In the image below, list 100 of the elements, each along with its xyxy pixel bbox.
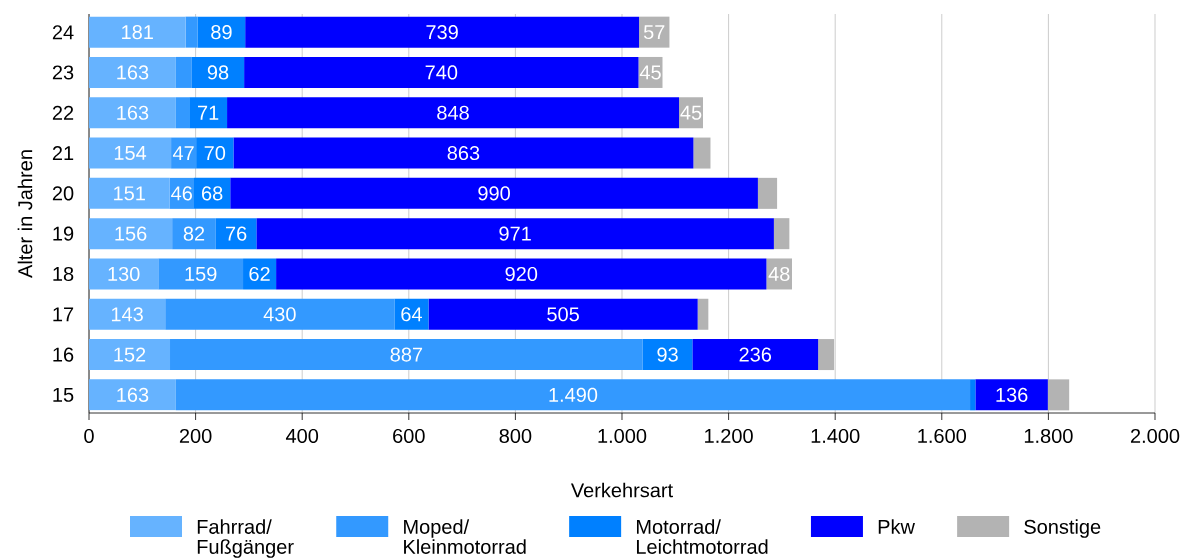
y-tick-label: 22 xyxy=(52,105,74,120)
y-tick-label: 21 xyxy=(52,146,74,161)
data-label: 70 xyxy=(204,145,226,161)
bar xyxy=(245,16,640,48)
data-label: 990 xyxy=(478,186,510,201)
bar xyxy=(89,16,186,48)
data-label: 1.490 xyxy=(549,387,598,402)
data-label: 57 xyxy=(643,25,665,40)
data-label: 159 xyxy=(185,266,217,282)
x-tick-label: 1.600 xyxy=(918,428,967,444)
data-label: 971 xyxy=(499,226,531,241)
bar xyxy=(428,298,698,330)
y-tick-label: 24 xyxy=(52,25,74,40)
bar xyxy=(692,339,819,371)
data-label: 848 xyxy=(437,105,469,120)
bar xyxy=(276,258,767,290)
y-tick-label: 16 xyxy=(53,347,74,362)
x-tick-label: 0 xyxy=(84,428,94,444)
bar xyxy=(773,218,790,250)
bar xyxy=(89,56,176,88)
bar xyxy=(233,137,694,169)
bar xyxy=(89,137,172,169)
x-tick-label: 2.000 xyxy=(1130,428,1180,444)
legend-label: Pkw xyxy=(878,519,915,534)
bar xyxy=(975,379,1048,411)
data-label: 152 xyxy=(114,347,146,362)
bar xyxy=(172,218,216,250)
data-label: 739 xyxy=(426,25,458,40)
bar xyxy=(197,16,246,48)
bar xyxy=(394,298,429,330)
bar xyxy=(89,379,176,411)
bar xyxy=(170,339,643,371)
y-tick-label: 17 xyxy=(53,307,74,322)
bar xyxy=(89,218,173,250)
legend-label: Moped/ Kleinmotorrad xyxy=(404,519,526,554)
x-axis-title: Verkehrsart xyxy=(570,482,673,498)
data-label: 236 xyxy=(739,347,772,362)
x-tick-label: 1.800 xyxy=(1024,428,1073,444)
data-label: 130 xyxy=(108,266,140,282)
data-label: 154 xyxy=(114,146,147,161)
bar xyxy=(191,56,245,88)
bar xyxy=(196,137,234,169)
y-axis-title: Alter in Jahren xyxy=(17,150,33,278)
x-tick-label: 1.000 xyxy=(598,428,647,444)
data-label: 136 xyxy=(996,387,1028,402)
x-tick-label: 600 xyxy=(393,428,425,444)
bar xyxy=(215,218,257,250)
data-label: 163 xyxy=(117,387,149,402)
x-tick-label: 200 xyxy=(179,428,212,444)
data-label: 156 xyxy=(115,226,147,241)
y-tick-label: 20 xyxy=(52,186,74,201)
x-tick-label: 1.200 xyxy=(705,428,753,444)
data-label: 76 xyxy=(226,226,247,241)
bar xyxy=(89,258,159,290)
data-label: 82 xyxy=(183,226,205,241)
data-label: 68 xyxy=(202,186,223,201)
legend-label: Sonstige xyxy=(1024,519,1101,538)
y-tick-label: 18 xyxy=(53,266,74,282)
bar xyxy=(89,177,170,209)
x-tick-label: 800 xyxy=(499,428,532,444)
bar xyxy=(1047,379,1070,411)
bar xyxy=(227,97,680,129)
bar xyxy=(175,379,971,411)
bar xyxy=(189,97,228,129)
bar xyxy=(89,339,171,371)
data-label: 920 xyxy=(505,266,538,282)
bar xyxy=(642,339,693,371)
y-tick-label: 19 xyxy=(53,226,74,241)
data-label: 89 xyxy=(211,25,232,40)
legend-label: Motorrad/ Leichtmotorrad xyxy=(636,519,768,554)
data-label: 887 xyxy=(390,347,423,362)
data-label: 93 xyxy=(657,347,678,362)
bar xyxy=(256,218,774,250)
bar xyxy=(818,339,835,371)
data-label: 181 xyxy=(122,25,153,40)
data-label: 430 xyxy=(263,307,296,322)
data-label: 45 xyxy=(680,105,702,120)
data-label: 62 xyxy=(249,266,270,282)
data-label: 740 xyxy=(425,65,458,80)
bar xyxy=(89,298,166,330)
bar xyxy=(230,177,758,209)
x-tick-label: 400 xyxy=(285,428,319,444)
data-label: 863 xyxy=(447,145,480,161)
bar xyxy=(697,298,709,330)
x-tick-label: 1.400 xyxy=(811,428,860,444)
data-label: 48 xyxy=(768,266,790,282)
legend-label: Fahrrad/ Fußgänger xyxy=(197,519,294,558)
bar xyxy=(89,97,176,129)
data-label: 71 xyxy=(198,105,219,120)
bar xyxy=(175,56,192,88)
data-label: 46 xyxy=(171,186,192,201)
bar xyxy=(244,56,639,88)
bar xyxy=(693,137,711,169)
data-label: 143 xyxy=(111,307,143,322)
bar xyxy=(970,379,976,411)
data-label: 98 xyxy=(207,65,229,80)
data-label: 151 xyxy=(114,186,145,201)
y-tick-label: 15 xyxy=(53,387,74,402)
bar xyxy=(185,16,198,48)
data-label: 163 xyxy=(117,65,149,80)
